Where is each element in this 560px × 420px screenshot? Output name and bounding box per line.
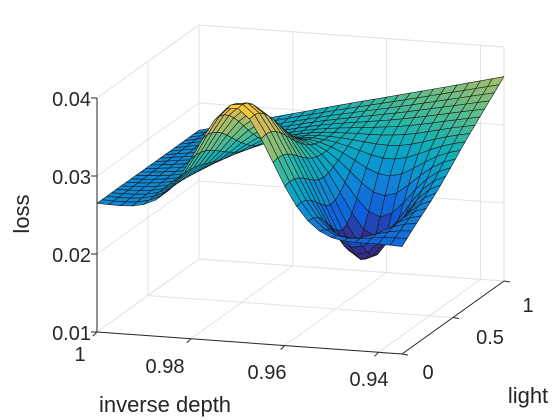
x-axis-tick-labels: 1 0.98 0.96 0.94: [74, 344, 388, 391]
x-tick-label: 0.94: [350, 369, 389, 391]
z-tick-label: 0.02: [52, 245, 91, 267]
box-edge: [96, 24, 200, 99]
y-gridline: [198, 258, 505, 282]
y-tick-label: 1: [522, 295, 533, 317]
surface: [96, 76, 505, 260]
z-tick-label: 0.03: [52, 167, 91, 189]
y-tick-label: 0: [422, 362, 433, 384]
x-tick: [374, 351, 379, 357]
z-axis-label: loss: [9, 194, 34, 233]
x-axis-line: [96, 331, 403, 355]
y-tick: [503, 280, 511, 283]
y-tick: [401, 353, 409, 356]
z-axis-tick-labels: 0.04 0.03 0.02 0.01: [52, 89, 91, 345]
x-tick-label: 0.96: [248, 362, 287, 384]
x-tick: [280, 345, 286, 350]
y-axis-label: light: [508, 383, 548, 408]
y-tick-label: 0.5: [476, 327, 504, 349]
z-tick-label: 0.04: [52, 89, 91, 111]
x-tick: [92, 331, 98, 337]
x-axis-label: inverse depth: [99, 392, 231, 417]
axes: [91, 97, 511, 357]
x-tick-label: 1: [74, 344, 85, 366]
y-axis-tick-labels: 0 0.5 1: [422, 295, 533, 384]
y-tick: [452, 317, 460, 319]
x-tick: [186, 338, 192, 344]
surface-patch: [96, 199, 114, 205]
z-tick-label: 0.01: [52, 323, 91, 345]
x-tick-label: 0.98: [146, 356, 185, 378]
box-edge: [198, 24, 505, 48]
y-gridline: [147, 295, 454, 318]
